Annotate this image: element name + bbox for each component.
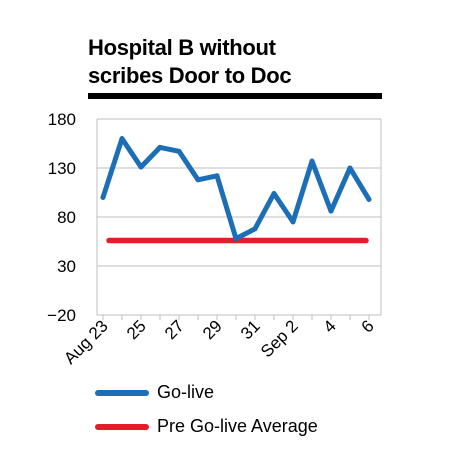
legend-label-golive: Go-live xyxy=(157,382,215,402)
data-point-golive xyxy=(271,190,277,196)
data-point-golive xyxy=(119,136,125,142)
data-point-golive xyxy=(252,226,258,232)
y-tick-label: −20 xyxy=(47,306,76,325)
data-point-golive xyxy=(138,164,144,170)
series-group xyxy=(100,136,372,244)
data-point-golive xyxy=(176,148,182,154)
data-point-golive xyxy=(347,165,353,171)
x-tick-label: 31 xyxy=(237,316,264,343)
data-point-golive xyxy=(290,219,296,225)
x-tick-label: 29 xyxy=(199,316,226,343)
x-tick-label: 25 xyxy=(123,316,150,343)
y-tick-label: 30 xyxy=(57,257,76,276)
legend-item-average: Pre Go-live Average xyxy=(95,412,395,446)
series-line-golive xyxy=(100,136,372,242)
y-tick-label: 80 xyxy=(57,208,76,227)
y-tick-label: 130 xyxy=(48,159,76,178)
legend-item-golive: Go-live xyxy=(95,378,395,412)
chart-title-line1: Hospital B without xyxy=(88,35,276,60)
legend-swatch-golive xyxy=(95,390,149,396)
data-point-golive xyxy=(309,158,315,164)
x-tick-label: 6 xyxy=(358,316,378,336)
y-tick-label: 180 xyxy=(48,110,76,129)
data-point-golive xyxy=(157,144,163,150)
legend-swatch-average xyxy=(95,424,149,430)
legend: Go-live Pre Go-live Average xyxy=(95,378,395,446)
x-tick-label: 27 xyxy=(161,316,188,343)
data-point-golive xyxy=(366,196,372,202)
chart-title-line2: scribes Door to Doc xyxy=(88,63,292,88)
data-point-golive xyxy=(100,194,106,200)
data-point-golive xyxy=(233,236,239,242)
title-underline xyxy=(88,93,382,99)
data-point-golive xyxy=(328,208,334,214)
chart-title: Hospital B without scribes Door to Doc xyxy=(88,34,388,90)
x-tick-label: 4 xyxy=(320,316,340,336)
data-point-golive xyxy=(195,177,201,183)
y-axis-ticks: −20 30 80 130 180 xyxy=(47,110,76,325)
x-tick-label: Sep 2 xyxy=(257,316,302,361)
data-point-golive xyxy=(214,173,220,179)
legend-label-average: Pre Go-live Average xyxy=(157,416,318,436)
grid-lines xyxy=(96,118,382,320)
